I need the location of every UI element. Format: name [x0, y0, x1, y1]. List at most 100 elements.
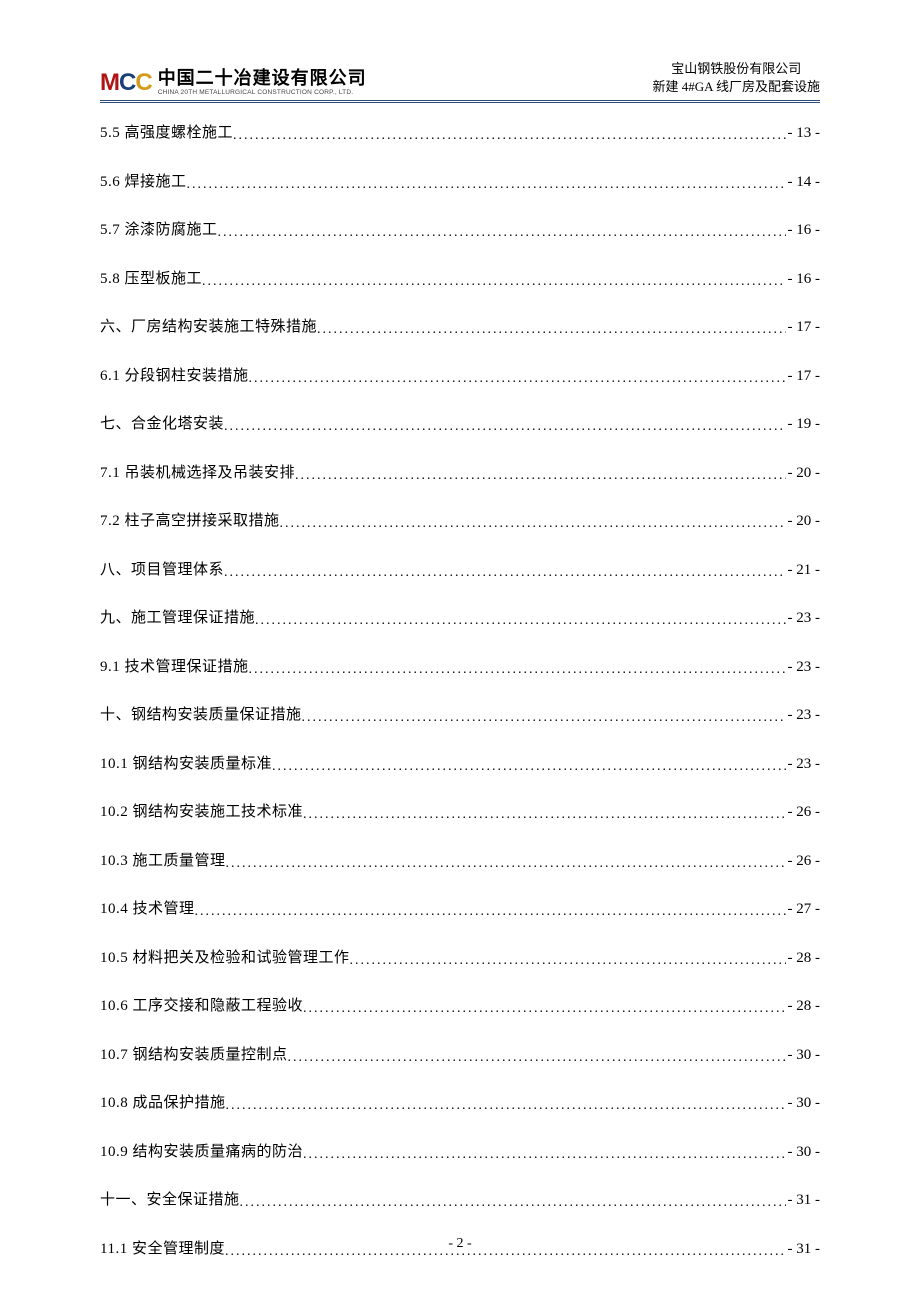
table-of-contents: 5.5 高强度螺栓施工 - 13 - 5.6 焊接施工 - 14 - 5.7 涂漆防腐施… — [100, 121, 820, 1258]
company-name-cn: 中国二十冶建设有限公司 — [158, 69, 367, 89]
project-line-1: 宝山钢铁股份有限公司 — [652, 60, 820, 78]
toc-label: 10.7 钢结构安装质量控制点 — [100, 1043, 288, 1064]
toc-label: 10.9 结构安装质量痛病的防治 — [100, 1140, 303, 1161]
toc-label: 九、施工管理保证措施 — [100, 606, 255, 627]
toc-leader-dots — [249, 370, 786, 387]
toc-page-number: - 17 - — [786, 319, 821, 336]
toc-page-number: - 16 - — [786, 271, 821, 288]
page-footer: - 2 - — [0, 1236, 920, 1252]
toc-entry: 10.7 钢结构安装质量控制点 - 30 - — [100, 1043, 820, 1064]
project-line-2: 新建 4#GA 线厂房及配套设施 — [652, 78, 820, 96]
toc-label: 6.1 分段钢柱安装措施 — [100, 364, 249, 385]
toc-page-number: - 14 - — [786, 174, 821, 191]
page-header: MCC 中国二十冶建设有限公司 CHINA 20TH METALLURGICAL… — [100, 60, 820, 103]
toc-label: 5.5 高强度螺栓施工 — [100, 121, 233, 142]
toc-entry: 10.6 工序交接和隐蔽工程验收 - 28 - — [100, 994, 820, 1015]
toc-entry: 七、合金化塔安装 - 19 - — [100, 412, 820, 433]
toc-leader-dots — [302, 709, 786, 726]
toc-label: 七、合金化塔安装 — [100, 412, 224, 433]
toc-leader-dots — [255, 612, 785, 629]
toc-page-number: - 31 - — [786, 1192, 821, 1209]
toc-entry: 7.1 吊装机械选择及吊装安排 - 20 - — [100, 461, 820, 482]
toc-label: 7.1 吊装机械选择及吊装安排 — [100, 461, 295, 482]
page-number: - 2 - — [448, 1236, 471, 1251]
project-info: 宝山钢铁股份有限公司 新建 4#GA 线厂房及配套设施 — [652, 60, 820, 96]
toc-entry: 7.2 柱子高空拼接采取措施 - 20 - — [100, 509, 820, 530]
company-name-block: 中国二十冶建设有限公司 CHINA 20TH METALLURGICAL CON… — [158, 69, 367, 96]
toc-label: 十一、安全保证措施 — [100, 1188, 240, 1209]
toc-label: 10.6 工序交接和隐蔽工程验收 — [100, 994, 303, 1015]
toc-page-number: - 23 - — [786, 659, 821, 676]
toc-leader-dots — [226, 1097, 786, 1114]
toc-label: 10.8 成品保护措施 — [100, 1091, 226, 1112]
toc-label: 八、项目管理体系 — [100, 558, 224, 579]
toc-page-number: - 28 - — [786, 950, 821, 967]
toc-entry: 十、钢结构安装质量保证措施 - 23 - — [100, 703, 820, 724]
toc-leader-dots — [303, 1000, 785, 1017]
toc-leader-dots — [240, 1194, 786, 1211]
toc-leader-dots — [224, 564, 785, 581]
toc-entry: 10.5 材料把关及检验和试验管理工作 - 28 - — [100, 946, 820, 967]
toc-label: 5.8 压型板施工 — [100, 267, 202, 288]
toc-leader-dots — [317, 321, 785, 338]
toc-entry: 6.1 分段钢柱安装措施 - 17 - — [100, 364, 820, 385]
toc-entry: 10.1 钢结构安装质量标准- 23 - — [100, 752, 820, 773]
toc-page-number: - 23 - — [786, 707, 821, 724]
toc-leader-dots — [288, 1049, 786, 1066]
toc-page-number: - 23 - — [786, 610, 821, 627]
toc-page-number: - 20 - — [786, 513, 821, 530]
toc-leader-dots — [218, 224, 786, 241]
toc-entry: 10.8 成品保护措施- 30 - — [100, 1091, 820, 1112]
toc-leader-dots — [303, 806, 785, 823]
toc-entry: 10.2 钢结构安装施工技术标准 - 26 - — [100, 800, 820, 821]
toc-label: 十、钢结构安装质量保证措施 — [100, 703, 302, 724]
toc-entry: 10.9 结构安装质量痛病的防治- 30 - — [100, 1140, 820, 1161]
toc-leader-dots — [224, 418, 785, 435]
toc-leader-dots — [249, 661, 786, 678]
toc-page-number: - 27 - — [786, 901, 821, 918]
toc-entry: 六、厂房结构安装施工特殊措施 - 17 - — [100, 315, 820, 336]
mcc-logo-icon: MCC — [100, 71, 152, 95]
toc-entry: 5.8 压型板施工 - 16 - — [100, 267, 820, 288]
toc-label: 9.1 技术管理保证措施 — [100, 655, 249, 676]
toc-label: 5.6 焊接施工 — [100, 170, 187, 191]
toc-entry: 5.5 高强度螺栓施工 - 13 - — [100, 121, 820, 142]
toc-entry: 九、施工管理保证措施 - 23 - — [100, 606, 820, 627]
toc-page-number: - 26 - — [786, 804, 821, 821]
toc-entry: 10.3 施工质量管理 - 26 - — [100, 849, 820, 870]
toc-label: 10.4 技术管理 — [100, 897, 195, 918]
toc-label: 六、厂房结构安装施工特殊措施 — [100, 315, 317, 336]
toc-leader-dots — [226, 855, 786, 872]
toc-entry: 5.6 焊接施工 - 14 - — [100, 170, 820, 191]
toc-page-number: - 16 - — [786, 222, 821, 239]
toc-entry: 10.4 技术管理 - 27 - — [100, 897, 820, 918]
toc-leader-dots — [350, 952, 786, 969]
toc-leader-dots — [272, 758, 785, 775]
toc-label: 10.5 材料把关及检验和试验管理工作 — [100, 946, 350, 967]
toc-leader-dots — [303, 1146, 785, 1163]
company-name-en: CHINA 20TH METALLURGICAL CONSTRUCTION CO… — [158, 89, 367, 96]
toc-label: 10.2 钢结构安装施工技术标准 — [100, 800, 303, 821]
toc-page-number: - 20 - — [786, 465, 821, 482]
toc-page-number: - 26 - — [786, 853, 821, 870]
toc-entry: 八、项目管理体系 - 21 - — [100, 558, 820, 579]
toc-leader-dots — [202, 273, 785, 290]
toc-leader-dots — [187, 176, 786, 193]
toc-page-number: - 17 - — [786, 368, 821, 385]
toc-entry: 9.1 技术管理保证措施 - 23 - — [100, 655, 820, 676]
toc-entry: 5.7 涂漆防腐施工 - 16 - — [100, 218, 820, 239]
toc-label: 5.7 涂漆防腐施工 — [100, 218, 218, 239]
toc-page-number: - 28 - — [786, 998, 821, 1015]
toc-page-number: - 19 - — [786, 416, 821, 433]
toc-leader-dots — [295, 467, 785, 484]
company-logo-block: MCC 中国二十冶建设有限公司 CHINA 20TH METALLURGICAL… — [100, 69, 367, 96]
toc-entry: 十一、安全保证措施 - 31 - — [100, 1188, 820, 1209]
toc-page-number: - 13 - — [786, 125, 821, 142]
toc-page-number: - 21 - — [786, 562, 821, 579]
document-page: MCC 中国二十冶建设有限公司 CHINA 20TH METALLURGICAL… — [0, 0, 920, 1302]
toc-page-number: - 30 - — [786, 1047, 821, 1064]
toc-label: 7.2 柱子高空拼接采取措施 — [100, 509, 280, 530]
toc-leader-dots — [280, 515, 786, 532]
toc-label: 10.3 施工质量管理 — [100, 849, 226, 870]
toc-leader-dots — [233, 127, 785, 144]
